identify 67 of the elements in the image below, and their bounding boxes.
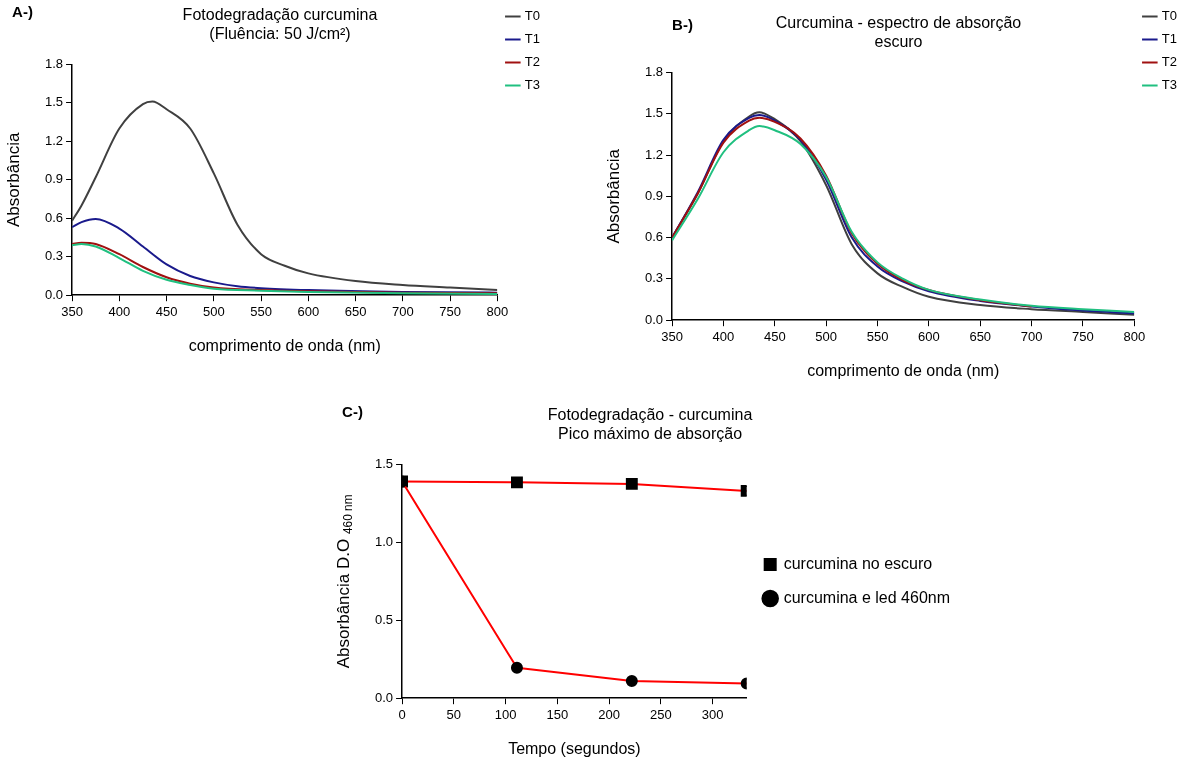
y-tick-label: 1.0 [374,533,394,549]
text: B-) [672,15,693,33]
x-tick-label: 800 [1123,328,1146,344]
x-tick-label: 200 [598,706,620,722]
y-tick-label: 1.8 [644,63,664,79]
y-tick-label: 0.6 [44,209,64,225]
y-axis-title: Absorbância [603,148,623,244]
x-tick-label: 550 [250,303,272,319]
x-tick-label: 600 [297,303,320,319]
y-tick-label: 1.8 [44,55,64,71]
x-tick-label: 750 [1072,328,1094,344]
legend-label: T3 [1161,77,1177,93]
chart-title: Curcumina - espectro de absorção escuro [775,14,1022,51]
y-tick-label: 1.5 [644,105,664,121]
y-axis-title: Absorbância D.O 460 nm [333,494,356,669]
x-tick-label: 300 [701,706,724,722]
x-tick-label: 350 [661,328,683,344]
legend-label: T1 [1161,31,1177,47]
text: A-) [12,2,33,20]
x-tick-label: 450 [155,303,178,319]
y-tick-label: 1.2 [44,132,64,148]
x-tick-label: 550 [866,328,889,344]
y-tick-label: 1.2 [644,146,664,162]
x-tick-label: 100 [494,706,517,722]
chart-title: Fotodegradação curcumina (Fluência: 50 J/cm²) [182,6,378,43]
x-axis-title: Tempo (segundos) [508,739,641,757]
x-tick-label: 350 [61,303,83,319]
x-axis-title: comprimento de onda (nm) [188,336,381,354]
legend-label: T2 [524,54,540,70]
chart-title: Fotodegradação - curcumina Pico máximo de absorção [547,406,753,443]
x-tick-label: 650 [969,328,992,344]
y-tick-label: 0.9 [644,187,664,203]
y-tick-label: 1.5 [374,455,394,471]
x-tick-label: 400 [712,328,735,344]
x-tick-label: 700 [1020,328,1043,344]
legend-label: T2 [1161,54,1177,70]
y-tick-label: 0.3 [644,270,664,286]
legend-label: curcumina e led 460nm [783,588,950,606]
x-tick-label: 750 [439,303,461,319]
y-tick-label: 0.9 [44,171,64,187]
y-tick-label: 0.5 [374,611,394,627]
x-tick-label: 500 [815,328,838,344]
x-tick-label: 150 [546,706,569,722]
x-tick-label: 450 [763,328,786,344]
y-tick-label: 1.5 [44,94,64,110]
y-tick-label: 0.6 [644,229,664,245]
x-tick-label: 500 [202,303,225,319]
legend-label: T0 [1161,8,1177,24]
x-axis-title: comprimento de onda (nm) [807,361,1000,379]
x-tick-label: 700 [391,303,414,319]
y-axis-title: Absorbância [3,132,23,228]
x-tick-label: 50 [446,706,462,722]
x-tick-label: 250 [649,706,672,722]
x-tick-label: 600 [918,328,940,344]
y-tick-label: 0.0 [644,311,664,327]
x-tick-label: 0 [398,706,406,722]
x-tick-label: 400 [108,303,131,319]
text: C-) [342,402,363,420]
y-tick-label: 0.0 [44,286,64,302]
legend-label: T1 [524,31,540,47]
x-tick-label: 800 [486,303,509,319]
legend-label: T0 [524,8,540,24]
y-tick-label: 0.0 [374,689,394,705]
y-tick-label: 0.3 [44,248,64,264]
legend-label: T3 [524,77,540,93]
x-tick-label: 650 [344,303,367,319]
legend-label: curcumina no escuro [783,554,933,572]
